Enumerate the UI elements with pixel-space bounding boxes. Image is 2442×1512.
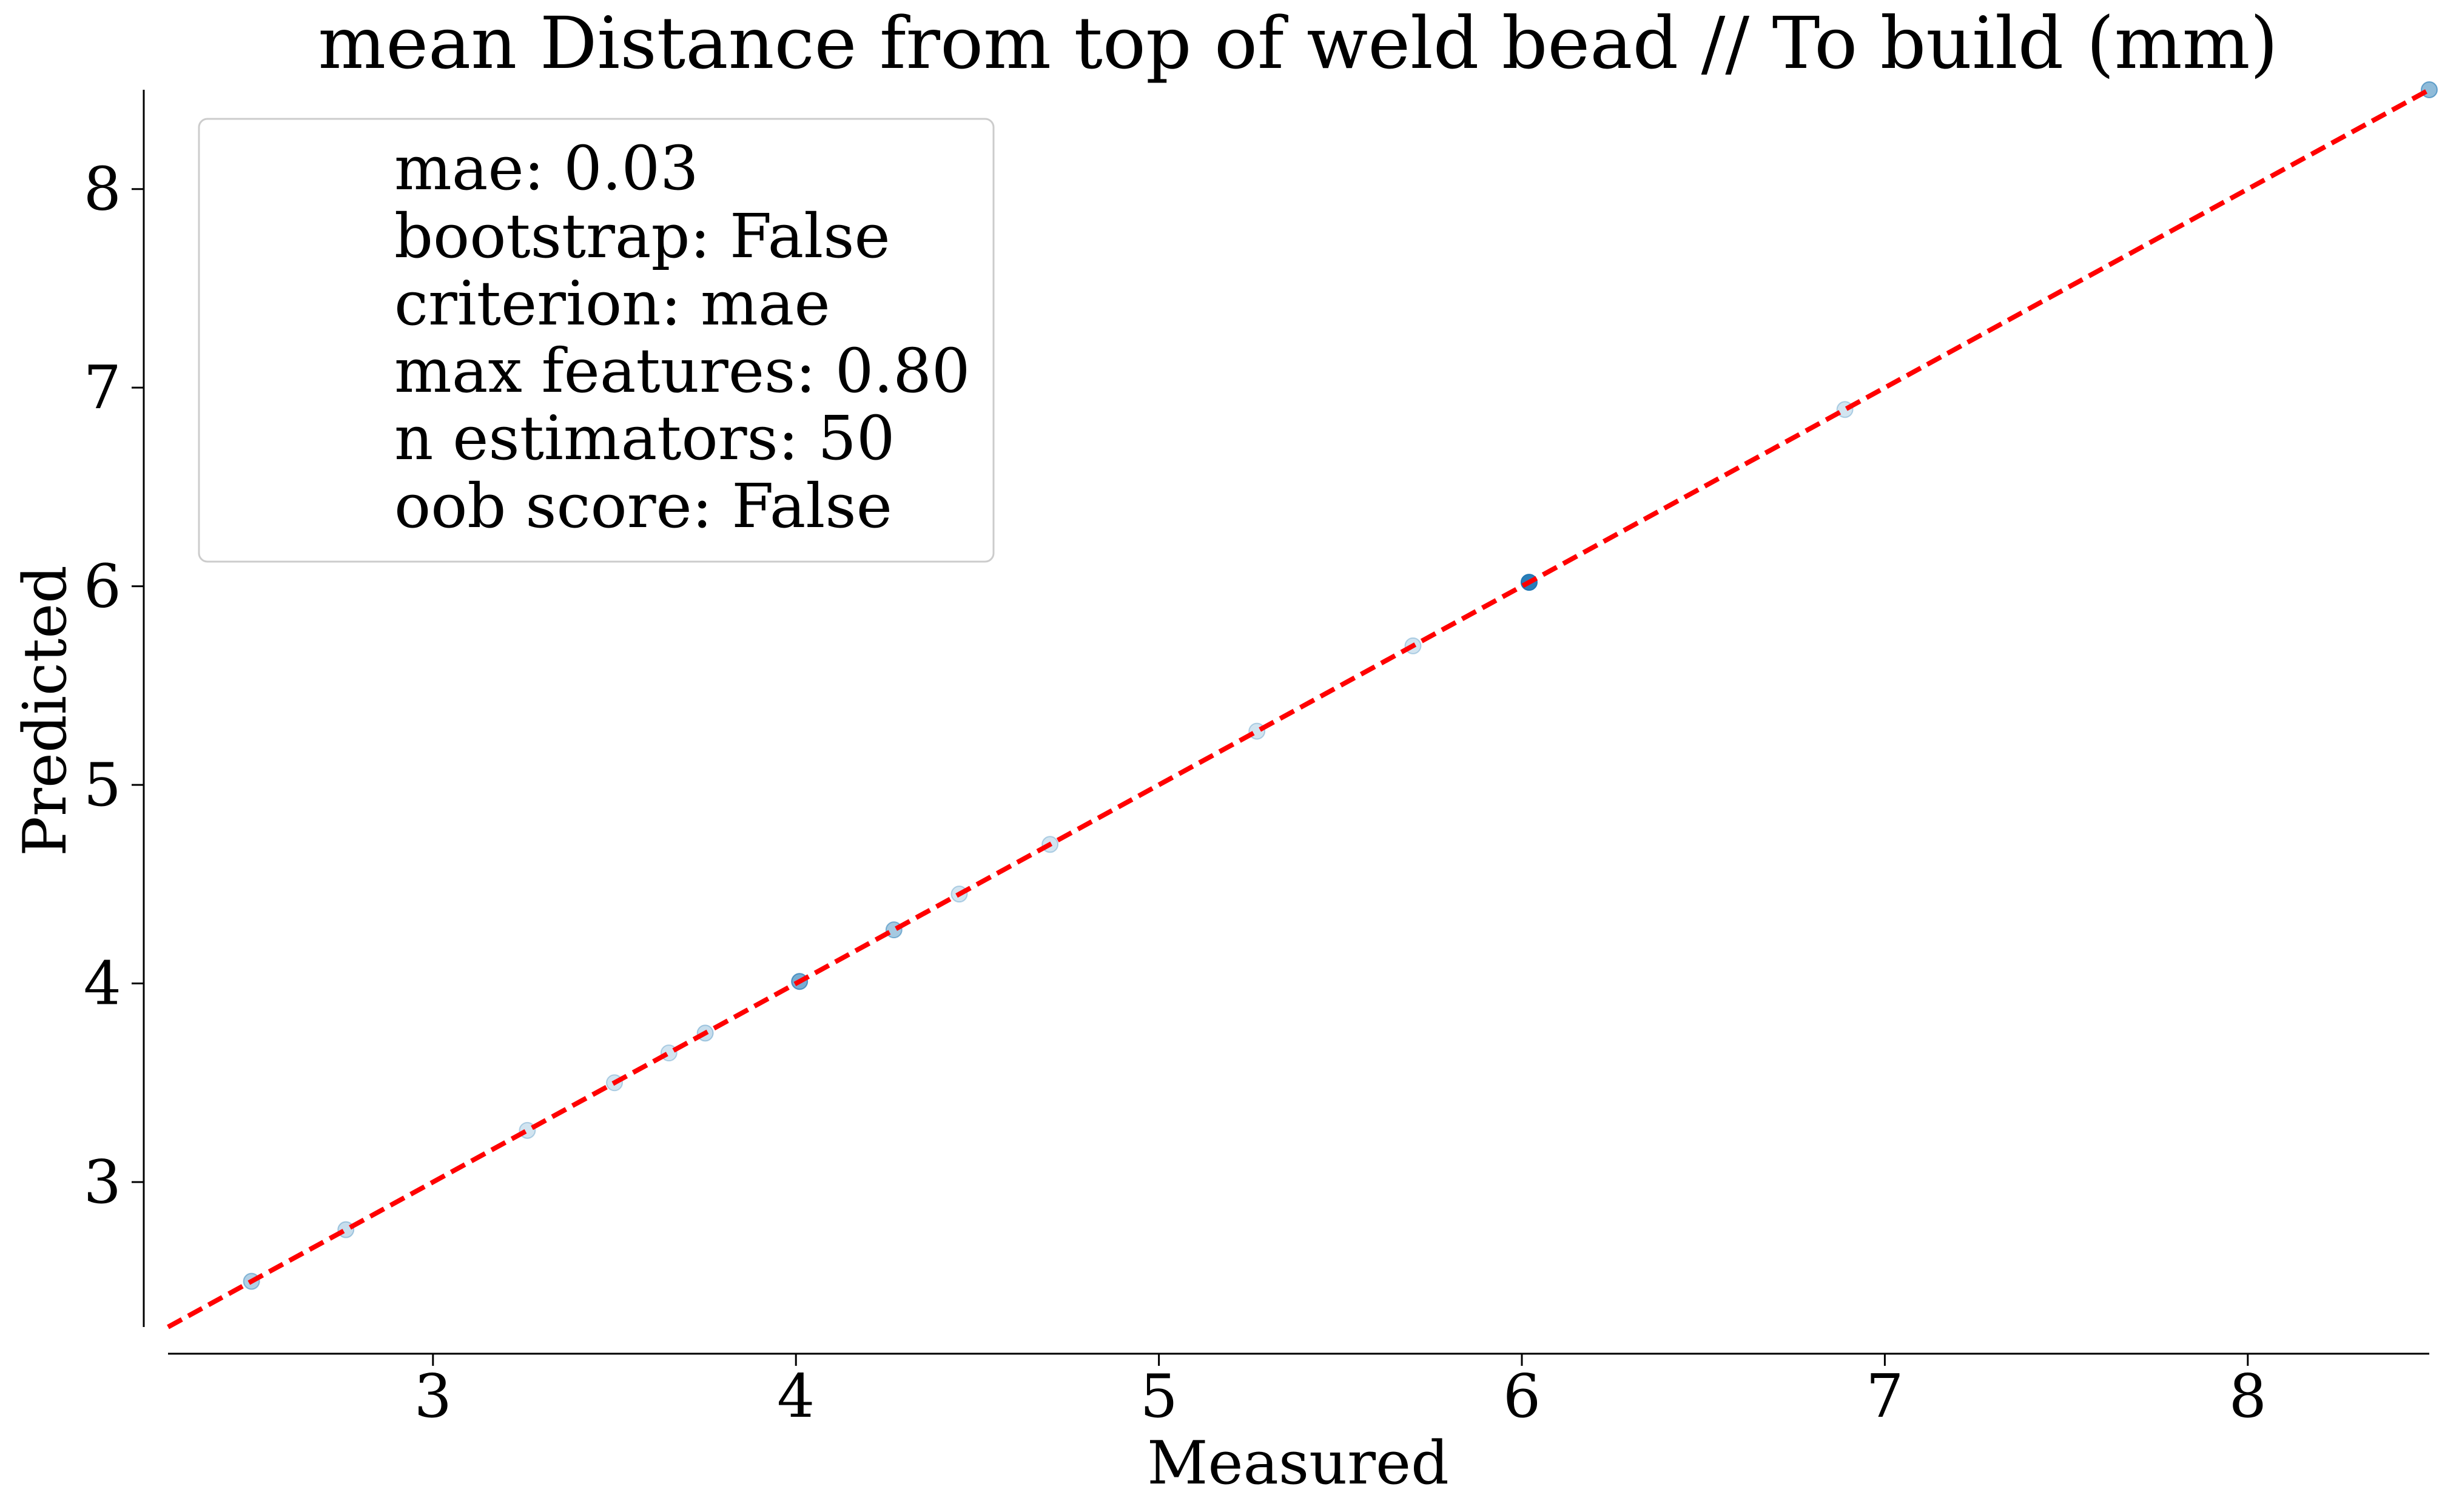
legend-entry-bootstrap: bootstrap: False <box>394 201 890 272</box>
legend-box <box>198 118 995 563</box>
x-tick-label: 5 <box>1140 1362 1177 1431</box>
x-ticks: 3 4 5 6 7 8 <box>414 1354 2267 1431</box>
y-ticks: 3 4 5 6 7 8 <box>84 155 144 1217</box>
y-tick-label: 4 <box>84 950 121 1019</box>
y-tick-label: 5 <box>84 751 121 820</box>
chart-title: mean Distance from top of weld bead // T… <box>318 1 2278 85</box>
legend-entry-max-features: max features: 0.80 <box>394 335 970 406</box>
x-tick-label: 3 <box>414 1362 452 1431</box>
x-tick-label: 7 <box>1866 1362 1903 1431</box>
x-tick-label: 8 <box>2229 1362 2267 1431</box>
legend-entry-criterion: criterion: mae <box>394 268 830 339</box>
y-tick-label: 3 <box>84 1148 121 1217</box>
identity-reference-line <box>167 87 2430 1329</box>
x-tick-label: 4 <box>777 1362 815 1431</box>
x-tick-label: 6 <box>1503 1362 1541 1431</box>
plot-area: 3 4 5 6 7 8 3 4 5 6 7 8 <box>84 81 2438 1431</box>
y-axis-label: Predicted <box>11 565 80 856</box>
x-axis-label: Measured <box>1147 1429 1449 1498</box>
y-tick-label: 7 <box>84 354 121 423</box>
legend: mae: 0.03 bootstrap: False criterion: ma… <box>198 118 995 563</box>
legend-entry-mae: mae: 0.03 <box>394 133 699 204</box>
y-tick-label: 6 <box>84 553 121 622</box>
legend-entry-n-estimators: n estimators: 50 <box>394 403 895 474</box>
y-tick-label: 8 <box>84 155 121 224</box>
legend-entry-oob-score: oob score: False <box>394 471 892 542</box>
